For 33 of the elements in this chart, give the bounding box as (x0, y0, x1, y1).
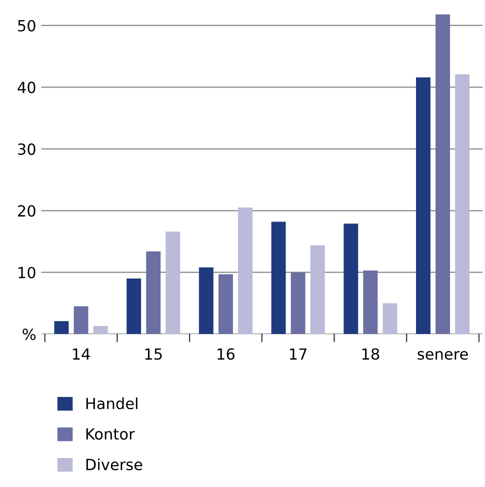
bar (363, 270, 378, 334)
bar (382, 303, 398, 334)
bar (344, 224, 358, 334)
x-tick-label: 16 (218, 348, 234, 360)
y-tick-label: 10 (18, 266, 36, 278)
bar (93, 326, 108, 334)
bar (166, 232, 180, 334)
y-tick-label: 50 (18, 20, 36, 32)
bar (290, 272, 306, 334)
x-tick-label: 18 (362, 348, 380, 360)
bar (74, 306, 88, 334)
y-tick-label: 20 (18, 205, 36, 217)
legend-label: Kontor (86, 428, 135, 440)
legend-label: Diverse (86, 458, 142, 470)
bar (271, 222, 286, 334)
x-tick-label: 14 (72, 348, 90, 360)
x-tick-label: 15 (145, 348, 162, 360)
bar (455, 74, 470, 334)
bar (436, 14, 450, 334)
bar (238, 208, 252, 334)
x-tick-label: senere (418, 351, 468, 360)
bar (126, 278, 142, 334)
bar (54, 321, 69, 334)
legend-label: Handel (86, 397, 138, 410)
bar (198, 267, 214, 334)
bar (146, 251, 161, 334)
y-tick-label: 40 (18, 82, 36, 94)
y-tick-label: % (22, 328, 36, 340)
bar (416, 77, 430, 334)
x-tick-label: 17 (290, 348, 306, 360)
bar (218, 274, 233, 334)
y-tick-label: 30 (18, 143, 36, 155)
bar (310, 245, 325, 334)
